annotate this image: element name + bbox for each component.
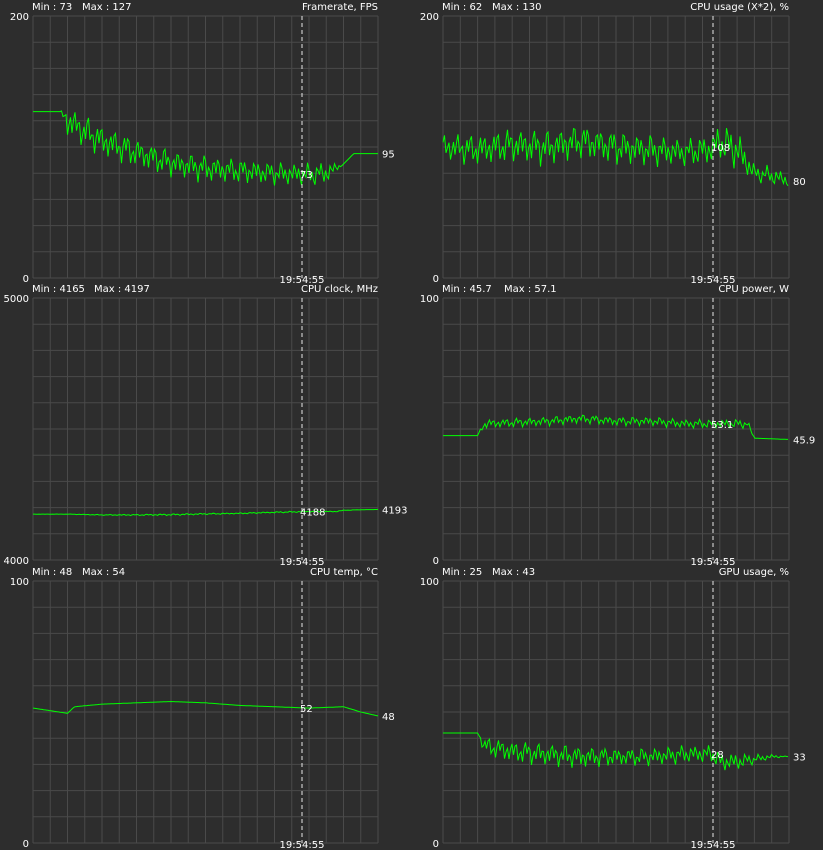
graph-title: Framerate, FPS: [302, 2, 378, 13]
graph-panel-5: Min : 48 Max : 54 CPU temp, °C 100 0 52 19:54:…: [10, 567, 395, 850]
max-label: Max : 127: [82, 2, 132, 13]
grid: [32, 15, 379, 279]
graph-title: CPU temp, °C: [310, 567, 378, 578]
marker-value: 108: [711, 143, 730, 154]
max-label: Max : 43: [492, 567, 535, 578]
y-tick-max: 100: [420, 577, 439, 588]
series-line: [33, 508, 379, 517]
y-tick-max: 200: [420, 12, 439, 23]
min-label: Min : 62: [442, 2, 482, 13]
graph-panel-1: Min : 73 Max : 127 Framerate, FPS 200 0 73 19:…: [10, 2, 395, 286]
y-tick-max: 100: [10, 577, 29, 588]
graph-title: CPU clock, MHz: [301, 284, 378, 295]
max-label: Max : 130: [492, 2, 542, 13]
series-line: [442, 127, 789, 187]
marker-time: 19:54:55: [691, 275, 736, 286]
max-label: Max : 54: [82, 567, 125, 578]
y-tick-min: 0: [433, 839, 439, 850]
grid: [32, 580, 379, 844]
series-line: [443, 732, 789, 771]
graph-title: CPU power, W: [718, 284, 789, 295]
grid: [442, 297, 790, 561]
grid: [442, 580, 790, 844]
current-value: 33: [793, 753, 806, 764]
graph-panel-3: Min : 4165 Max : 4197 CPU clock, MHz 5000 40…: [4, 284, 408, 568]
min-label: Min : 45.7: [442, 284, 492, 295]
series-line: [32, 700, 379, 717]
marker-value: 73: [300, 170, 313, 181]
current-value: 4193: [382, 505, 407, 516]
marker-time: 19:54:55: [280, 557, 325, 568]
marker-time: 19:54:55: [691, 840, 736, 850]
graph-panel-2: Min : 62 Max : 130 CPU usage (X*2), % 200 0 1…: [420, 2, 806, 286]
y-tick-max: 100: [420, 294, 439, 305]
min-label: Min : 4165: [32, 284, 85, 295]
marker-time: 19:54:55: [280, 275, 325, 286]
min-label: Min : 25: [442, 567, 482, 578]
y-tick-min: 0: [23, 274, 29, 285]
max-label: Max : 4197: [94, 284, 150, 295]
marker-time: 19:54:55: [280, 840, 325, 850]
y-tick-min: 0: [23, 839, 29, 850]
graph-panel-4: Min : 45.7 Max : 57.1 CPU power, W 100 0 53.1…: [420, 284, 815, 568]
current-value: 80: [793, 177, 806, 188]
marker-time: 19:54:55: [691, 557, 736, 568]
graph-title: GPU usage, %: [719, 567, 789, 578]
y-tick-min: 4000: [4, 556, 29, 567]
marker-value: 28: [711, 750, 724, 761]
graph-panel-6: Min : 25 Max : 43 GPU usage, % 100 0 28 19:54:…: [420, 567, 806, 850]
marker-value: 53.1: [711, 420, 733, 431]
current-value: 95: [382, 150, 395, 161]
current-value: 45.9: [793, 435, 815, 446]
current-value: 48: [382, 712, 395, 723]
y-tick-min: 0: [433, 274, 439, 285]
max-label: Max : 57.1: [504, 284, 557, 295]
marker-value: 52: [300, 704, 313, 715]
y-tick-max: 200: [10, 12, 29, 23]
series-line: [443, 414, 788, 440]
y-tick-max: 5000: [4, 294, 29, 305]
graph-title: CPU usage (X*2), %: [690, 2, 789, 13]
marker-value: 4188: [300, 508, 325, 519]
y-tick-min: 0: [433, 556, 439, 567]
min-label: Min : 48: [32, 567, 72, 578]
min-label: Min : 73: [32, 2, 72, 13]
series-line: [33, 110, 378, 186]
grid: [32, 297, 379, 561]
